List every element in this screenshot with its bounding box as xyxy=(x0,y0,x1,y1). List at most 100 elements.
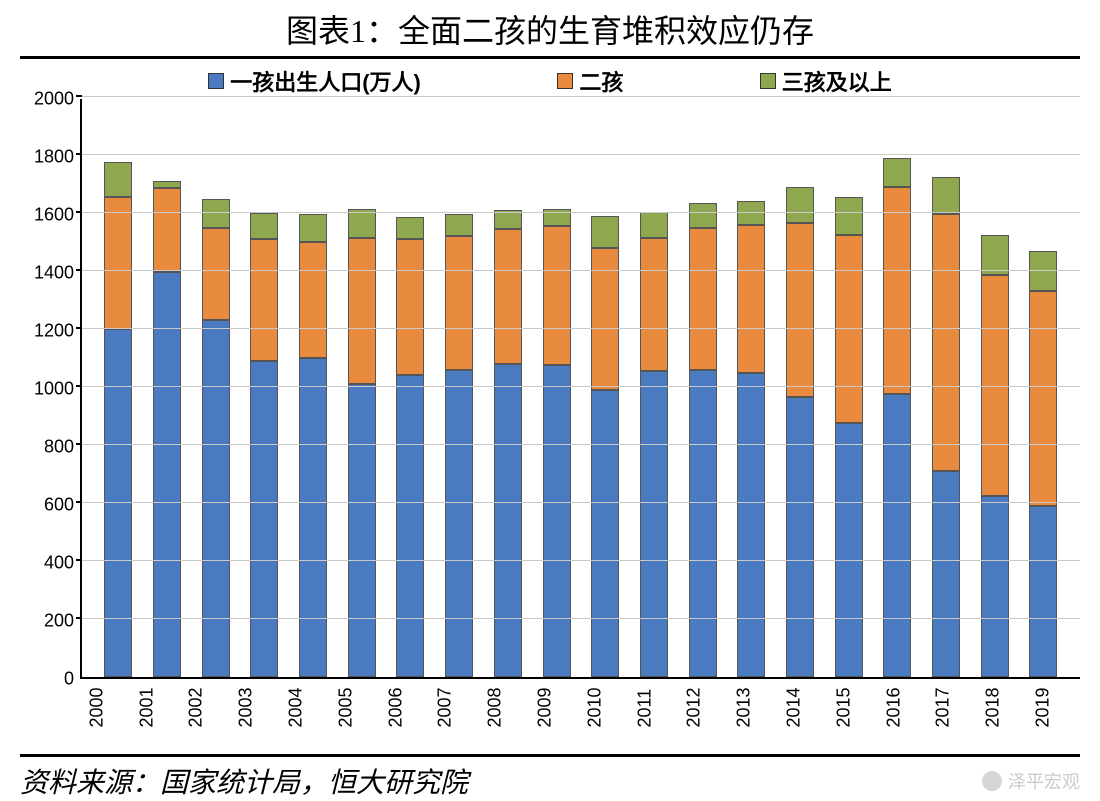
x-tick-label: 2016 xyxy=(883,700,904,728)
grid-line xyxy=(82,212,1080,213)
x-tick-label: 2012 xyxy=(684,700,705,728)
bar-segment-third xyxy=(737,201,765,224)
y-tick-mark xyxy=(76,443,82,445)
bar-segment-first xyxy=(494,364,522,677)
bar-segment-first xyxy=(1029,506,1057,677)
grid-line xyxy=(82,444,1080,445)
bar-stack xyxy=(1029,251,1057,677)
y-tick-mark xyxy=(76,211,82,213)
x-tick-label: 2003 xyxy=(236,700,257,728)
chart-container: 一孩出生人口(万人)二孩三孩及以上 0200400600800100012001… xyxy=(20,59,1080,679)
bar-stack xyxy=(689,203,717,677)
y-tick-label: 800 xyxy=(44,437,74,458)
bar-segment-second xyxy=(104,197,132,329)
bar-segment-first xyxy=(250,361,278,677)
bar-segment-third xyxy=(689,203,717,228)
bar-segment-second xyxy=(932,214,960,471)
y-axis: 0200400600800100012001400160018002000 xyxy=(20,99,80,679)
bar-segment-second xyxy=(202,228,230,321)
bar-segment-second xyxy=(543,226,571,365)
bar-stack xyxy=(396,217,424,677)
bar-segment-first xyxy=(981,496,1009,677)
x-tick-label: 2014 xyxy=(784,700,805,728)
bar-segment-first xyxy=(396,375,424,677)
legend-label: 二孩 xyxy=(579,65,623,97)
grid-line xyxy=(82,502,1080,503)
plot-box xyxy=(80,99,1080,679)
bar-stack xyxy=(981,235,1009,677)
bar-segment-first xyxy=(104,329,132,677)
bar-segment-first xyxy=(640,371,668,677)
x-tick-label: 2009 xyxy=(535,700,556,728)
bar-stack xyxy=(153,181,181,677)
x-axis-labels: 2000200120022003200420052006200720082009… xyxy=(0,679,1080,706)
y-tick-label: 400 xyxy=(44,553,74,574)
legend-item: 二孩 xyxy=(557,65,623,97)
bar-segment-first xyxy=(348,384,376,677)
y-tick-label: 600 xyxy=(44,495,74,516)
bar-segment-second xyxy=(786,223,814,397)
bar-segment-first xyxy=(591,390,619,677)
bar-stack xyxy=(786,187,814,677)
grid-line xyxy=(82,560,1080,561)
grid-line xyxy=(82,154,1080,155)
bar-stack xyxy=(299,214,327,677)
watermark: 泽平宏观 xyxy=(982,768,1080,794)
bar-segment-third xyxy=(348,209,376,238)
y-tick-mark xyxy=(76,501,82,503)
y-tick-label: 2000 xyxy=(34,89,74,110)
bar-segment-third xyxy=(202,199,230,228)
bar-segment-first xyxy=(543,365,571,677)
bar-segment-first xyxy=(299,358,327,677)
grid-line xyxy=(82,270,1080,271)
x-tick-label: 2005 xyxy=(335,700,356,728)
bar-segment-first xyxy=(786,397,814,677)
y-tick-label: 1400 xyxy=(34,263,74,284)
bar-segment-second xyxy=(883,187,911,394)
bar-segment-first xyxy=(737,373,765,678)
y-tick-mark xyxy=(76,269,82,271)
bars-container xyxy=(82,99,1080,677)
bar-stack xyxy=(348,209,376,677)
bar-segment-second xyxy=(396,239,424,375)
bar-stack xyxy=(591,216,619,677)
bar-segment-first xyxy=(883,394,911,677)
y-tick-mark xyxy=(76,385,82,387)
bar-segment-first xyxy=(835,423,863,677)
y-tick-mark xyxy=(76,95,82,97)
y-tick-mark xyxy=(76,327,82,329)
bar-segment-third xyxy=(153,181,181,188)
watermark-text: 泽平宏观 xyxy=(1008,768,1080,794)
legend-item: 一孩出生人口(万人) xyxy=(208,65,421,97)
wechat-icon xyxy=(982,771,1002,791)
y-tick-label: 200 xyxy=(44,611,74,632)
source-text: 资料来源：国家统计局，恒大研究院 xyxy=(20,761,468,801)
bar-stack xyxy=(104,162,132,677)
y-tick-mark xyxy=(76,617,82,619)
x-tick-label: 2017 xyxy=(933,700,954,728)
bar-segment-second xyxy=(153,188,181,272)
x-tick-label: 2011 xyxy=(634,700,655,728)
x-tick-label: 2004 xyxy=(286,700,307,728)
bar-stack xyxy=(543,209,571,677)
bar-segment-third xyxy=(299,214,327,242)
x-tick-label: 2000 xyxy=(86,700,107,728)
bar-segment-first xyxy=(153,272,181,677)
bar-segment-second xyxy=(250,239,278,361)
x-tick-label: 2006 xyxy=(385,700,406,728)
x-tick-label: 2001 xyxy=(136,700,157,728)
legend-swatch xyxy=(760,73,776,89)
y-tick-label: 1000 xyxy=(34,379,74,400)
grid-line xyxy=(82,328,1080,329)
bar-segment-second xyxy=(640,238,668,371)
bar-segment-third xyxy=(932,177,960,215)
chart-area: 0200400600800100012001400160018002000 xyxy=(20,99,1080,679)
y-tick-label: 1800 xyxy=(34,147,74,168)
bar-segment-third xyxy=(104,162,132,197)
x-tick-label: 2010 xyxy=(584,700,605,728)
bar-stack xyxy=(737,201,765,677)
bar-segment-second xyxy=(299,242,327,358)
y-tick-label: 0 xyxy=(64,669,74,690)
bar-stack xyxy=(445,214,473,677)
bar-stack xyxy=(883,158,911,677)
